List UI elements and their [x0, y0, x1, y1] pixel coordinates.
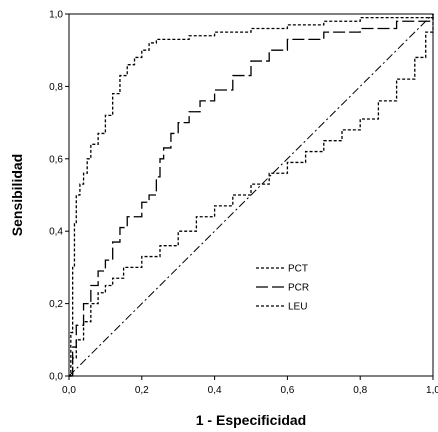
x-tick-label: 1,0 — [426, 385, 438, 396]
y-tick-label: 1,0 — [49, 10, 63, 21]
series-line-pcr — [69, 14, 434, 377]
y-tick-label: 0,8 — [49, 82, 63, 93]
legend-label-pct: PCT — [288, 264, 308, 275]
y-tick-label: 0,0 — [49, 372, 63, 383]
series-line-pct — [69, 14, 434, 377]
x-tick-label: 0,8 — [353, 385, 367, 396]
x-tick-label: 0,4 — [208, 385, 222, 396]
legend-label-leu: LEU — [288, 302, 307, 313]
y-tick-label: 0,4 — [49, 227, 63, 238]
y-tick-label: 0,2 — [49, 299, 63, 310]
legend: PCT PCR LEU — [256, 264, 309, 313]
y-axis-title: Sensibilidad — [9, 154, 25, 236]
legend-label-pcr: PCR — [288, 283, 309, 294]
x-tick-label: 0,2 — [135, 385, 149, 396]
x-tick-label: 0,0 — [62, 385, 76, 396]
series — [68, 13, 434, 377]
series-line-leu — [69, 14, 434, 377]
x-axis-title: 1 - Especificidad — [196, 412, 306, 428]
x-tick-label: 0,6 — [280, 385, 294, 396]
ticks: 0,0 0,2 0,4 0,6 0,8 1,0 0,0 0,2 0,4 0,6 0,8 1,0 — [49, 10, 438, 397]
y-tick-label: 0,6 — [49, 154, 63, 165]
